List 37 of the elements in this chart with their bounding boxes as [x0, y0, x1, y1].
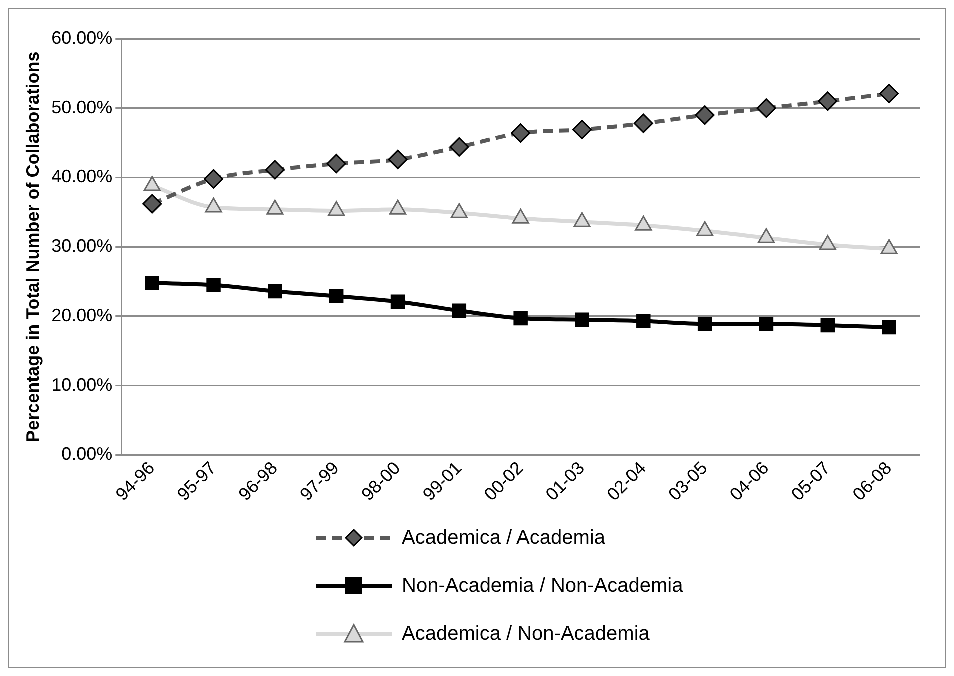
point — [514, 311, 528, 326]
y-axis-title: Percentage in Total Number of Collaborations — [22, 52, 43, 442]
point — [511, 124, 531, 144]
point — [820, 318, 835, 333]
point — [450, 137, 470, 157]
point — [756, 98, 776, 118]
point — [390, 294, 406, 309]
y-tick-label: 0.00% — [62, 444, 113, 464]
point — [388, 150, 408, 170]
point — [698, 316, 712, 332]
legend-label: Non-Academia / Non-Academia — [402, 574, 684, 598]
point — [575, 312, 590, 328]
point — [204, 169, 224, 189]
point — [452, 304, 467, 318]
point — [206, 278, 221, 292]
point — [695, 106, 715, 126]
point — [818, 92, 838, 112]
y-tick-label: 40.00% — [52, 166, 113, 187]
point — [636, 314, 651, 328]
y-tick-label: 50.00% — [52, 97, 113, 118]
legend-label: Academica / Non-Academia — [402, 622, 650, 646]
point — [329, 289, 344, 304]
y-tick-label: 30.00% — [52, 236, 113, 256]
point — [326, 154, 346, 174]
point — [268, 284, 282, 299]
point — [265, 160, 285, 180]
y-tick-label: 20.00% — [52, 305, 113, 326]
y-tick-label: 10.00% — [52, 374, 113, 395]
legend-label: Academica / Academia — [402, 526, 606, 550]
point — [759, 316, 774, 332]
point — [142, 194, 162, 214]
point — [880, 84, 900, 104]
point — [634, 114, 654, 134]
point — [145, 276, 160, 290]
y-tick-label: 60.00% — [52, 28, 113, 48]
point — [572, 120, 592, 140]
point — [882, 320, 896, 335]
